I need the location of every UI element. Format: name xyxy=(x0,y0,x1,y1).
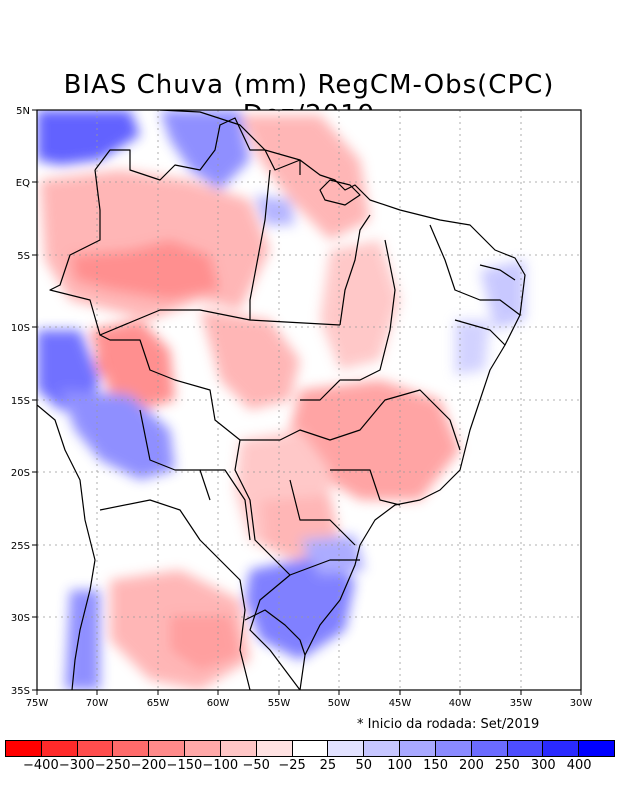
color-bar-cell xyxy=(220,741,257,756)
south-america-coastline xyxy=(159,110,526,690)
color-bar-label: 150 xyxy=(423,758,448,773)
color-bar-cell xyxy=(328,741,365,756)
blue-area-peru xyxy=(37,330,100,410)
blue-area-chile xyxy=(65,590,100,690)
color-bar-label: −400 xyxy=(23,758,59,773)
blue-area-venezuela xyxy=(160,110,250,190)
color-bar-cell xyxy=(41,741,78,756)
color-bar-label: −200 xyxy=(130,758,167,773)
lat-label: 10S xyxy=(11,323,30,334)
state-border-7 xyxy=(289,479,356,546)
west-coastline xyxy=(37,404,96,690)
uruguay-border xyxy=(244,609,306,656)
lon-label: 55W xyxy=(268,698,291,709)
red-area-rondonia xyxy=(90,320,175,410)
color-bar-cell xyxy=(256,741,293,756)
state-border-2 xyxy=(249,169,271,320)
lon-label: 70W xyxy=(86,698,109,709)
blue-area-bahia-coast xyxy=(455,320,490,375)
state-border-8 xyxy=(289,559,360,576)
state-border-3 xyxy=(339,214,371,326)
color-bar-label: 50 xyxy=(355,758,373,773)
blue-area-bolivia xyxy=(60,390,175,480)
blue-area-rio-grande-do-sul xyxy=(245,555,355,660)
state-border-4 xyxy=(300,239,396,401)
color-bar-label: 400 xyxy=(566,758,592,773)
paraguay-border xyxy=(200,469,251,541)
color-bar-label: 300 xyxy=(530,758,556,773)
red-area-mato-grosso xyxy=(200,310,300,410)
color-bar-cell xyxy=(6,741,42,756)
brazil-amazon-border xyxy=(49,169,301,690)
blue-area-colombia xyxy=(37,110,140,165)
lon-label: 35W xyxy=(510,698,533,709)
lat-label: EQ xyxy=(16,178,30,189)
red-area-argentina-center xyxy=(170,615,240,670)
boundaries xyxy=(37,110,526,690)
bias-map: 75W 70W 65W 60W 55W 50W 45W 40W 35W 30W … xyxy=(11,106,593,709)
color-bar-label: −100 xyxy=(202,758,239,773)
red-area-north-coast xyxy=(240,115,370,240)
lat-label: 15S xyxy=(11,396,30,407)
color-bar xyxy=(5,740,615,757)
lon-label: 60W xyxy=(207,698,230,709)
color-bar-cell xyxy=(113,741,150,756)
marajo-island xyxy=(319,179,361,206)
lon-label: 45W xyxy=(389,698,412,709)
color-bar-label: −25 xyxy=(278,758,306,773)
color-bar-cell xyxy=(185,741,221,756)
color-bar-label: −300 xyxy=(58,758,95,773)
lon-label: 30W xyxy=(570,698,593,709)
red-area-maranhao xyxy=(320,240,400,370)
color-bar-cell xyxy=(400,741,436,756)
state-border-9 xyxy=(429,224,521,316)
lat-label: 5S xyxy=(17,251,30,262)
lat-label: 30S xyxy=(11,613,30,624)
color-bar-cell xyxy=(471,741,508,756)
color-bar-label: −250 xyxy=(94,758,131,773)
brazil-west-border xyxy=(94,117,301,181)
lon-label: 40W xyxy=(449,698,472,709)
color-bar-label: 250 xyxy=(494,758,520,773)
color-bar-label: −50 xyxy=(242,758,270,773)
color-bar-cell xyxy=(507,741,544,756)
state-border-11 xyxy=(479,264,516,281)
color-bar-labels: −400 −300 −250 −200 −150 −100 −50 −25 25 50 100 150… xyxy=(5,758,615,776)
lon-labels: 75W 70W 65W 60W 55W 50W 45W 40W 35W 30W xyxy=(26,698,593,709)
argentina-border xyxy=(99,499,251,690)
lon-label: 50W xyxy=(328,698,351,709)
color-bar-cell xyxy=(292,741,329,756)
color-bar-cell xyxy=(77,741,114,756)
color-bar-cell xyxy=(364,741,401,756)
run-start-note: * Inicio da rodada: Set/2019 xyxy=(357,717,540,732)
color-bar-label: −150 xyxy=(166,758,203,773)
blue-area-northeast-coast xyxy=(480,260,525,330)
color-bar-cell xyxy=(579,741,615,756)
state-border-1 xyxy=(99,309,341,336)
color-bar-cell xyxy=(149,741,186,756)
ticks xyxy=(32,109,582,695)
color-bar-cell xyxy=(543,741,580,756)
lat-label: 5N xyxy=(16,106,30,117)
lat-label: 25S xyxy=(11,541,30,552)
state-border-10 xyxy=(454,319,506,346)
lon-label: 65W xyxy=(147,698,170,709)
lat-labels: 5N EQ 5S 10S 15S 20S 25S 30S 35S xyxy=(11,106,30,697)
color-bar-label: 100 xyxy=(387,758,413,773)
lat-label: 20S xyxy=(11,468,30,479)
color-bar-label: 200 xyxy=(459,758,484,773)
lon-label: 75W xyxy=(26,698,49,709)
bolivia-border xyxy=(139,409,211,501)
color-bar-cell xyxy=(435,741,472,756)
color-bar-label: 25 xyxy=(319,758,337,773)
state-border-5 xyxy=(240,389,461,451)
state-border-6 xyxy=(330,469,401,506)
lat-label: 35S xyxy=(11,686,30,697)
